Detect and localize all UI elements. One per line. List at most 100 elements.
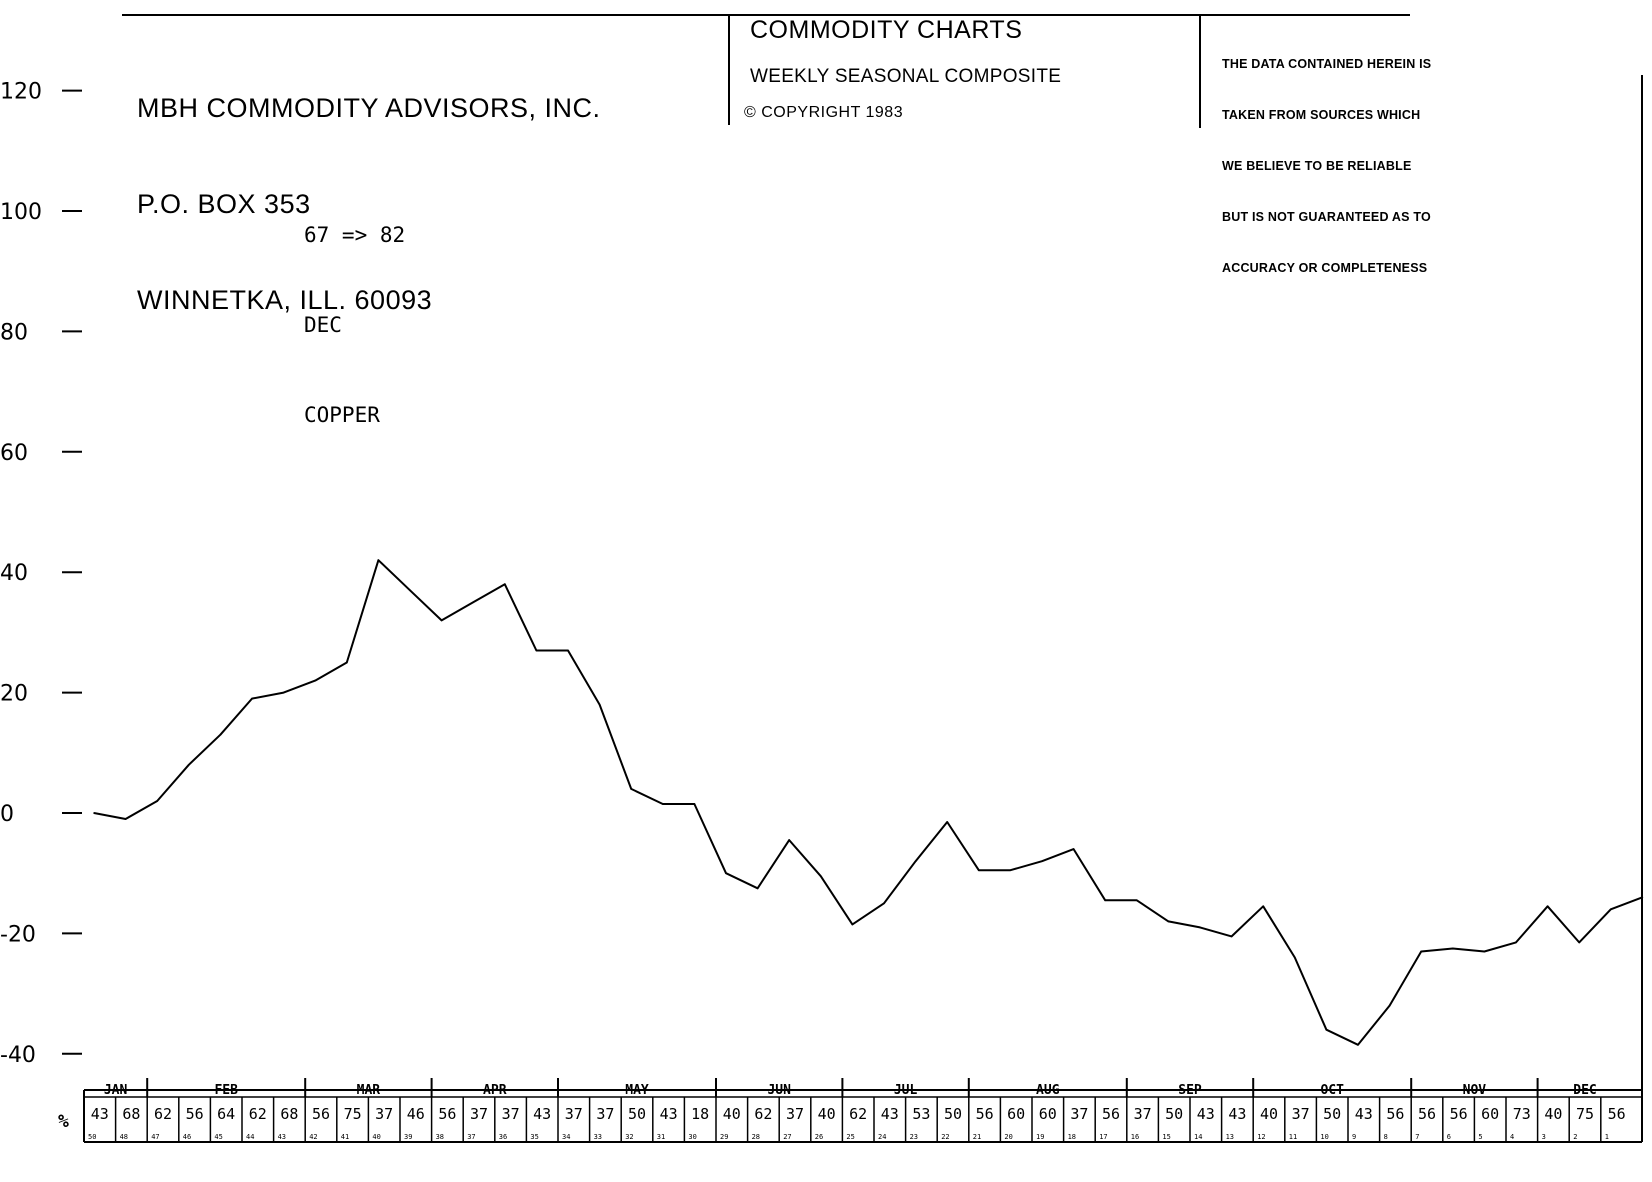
percent-cell: 43 [881, 1105, 899, 1123]
data-point [1230, 935, 1233, 938]
disclaimer: THE DATA CONTAINED HEREIN IS TAKEN FROM … [1222, 22, 1431, 294]
data-point [93, 812, 95, 814]
data-point [725, 872, 727, 874]
percent-cell: 56 [1418, 1105, 1436, 1123]
data-point [1641, 896, 1644, 899]
percent-cell: 37 [1292, 1105, 1310, 1123]
company-po-box: P.O. BOX 353 [137, 189, 311, 219]
week-number: 5 [1478, 1133, 1482, 1141]
week-number: 41 [341, 1133, 349, 1141]
disclaimer-line: WE BELIEVE TO BE RELIABLE [1222, 159, 1412, 173]
disclaimer-line: ACCURACY OR COMPLETENESS [1222, 261, 1428, 275]
y-tick-label: 100 [0, 200, 42, 225]
data-point [1578, 941, 1580, 944]
percent-cell: 50 [944, 1105, 962, 1123]
data-point [820, 875, 822, 877]
percent-cell: 68 [122, 1105, 140, 1123]
data-point [282, 691, 285, 694]
week-number: 9 [1352, 1133, 1356, 1141]
series-line [93, 559, 1643, 1046]
company-address: MBH COMMODITY ADVISORS, INC. P.O. BOX 35… [137, 28, 601, 348]
week-number: 33 [594, 1133, 602, 1141]
week-number: 25 [846, 1133, 854, 1141]
y-tick-label: 20 [0, 682, 28, 707]
data-point [756, 887, 759, 890]
data-point [567, 649, 569, 652]
y-tick-label: -40 [0, 1043, 36, 1068]
week-number: 19 [1036, 1133, 1044, 1141]
percent-cell: 43 [1355, 1105, 1373, 1123]
week-number: 34 [562, 1133, 570, 1141]
percent-cell: 46 [407, 1105, 425, 1123]
week-number: 50 [88, 1133, 96, 1141]
percent-cell: 43 [91, 1105, 109, 1123]
percent-cell: 37 [502, 1105, 520, 1123]
week-number: 8 [1384, 1133, 1388, 1141]
data-point [1388, 1004, 1391, 1007]
week-number: 47 [151, 1133, 159, 1141]
annotation-commodity: COPPER [304, 403, 380, 427]
week-number: 28 [752, 1133, 760, 1141]
week-number: 36 [499, 1133, 507, 1141]
week-number: 24 [878, 1133, 886, 1141]
data-point [377, 559, 380, 561]
week-number: 22 [941, 1133, 949, 1141]
y-tick-label: 0 [0, 802, 14, 827]
disclaimer-line: TAKEN FROM SOURCES WHICH [1222, 108, 1421, 122]
percent-cell: 50 [1323, 1105, 1341, 1123]
percent-cell: 43 [660, 1105, 678, 1123]
company-city: WINNETKA, ILL. 60093 [137, 285, 433, 315]
month-label: APR [483, 1083, 507, 1098]
percent-cell: 56 [976, 1105, 994, 1123]
month-label: JUL [894, 1083, 918, 1098]
data-point [1325, 1028, 1328, 1031]
data-point [598, 703, 601, 706]
percent-cell: 37 [565, 1105, 583, 1123]
week-number: 21 [973, 1133, 981, 1141]
data-point [1515, 941, 1517, 944]
data-point [1136, 899, 1138, 902]
percent-cell: 37 [375, 1105, 393, 1123]
week-number: 6 [1447, 1133, 1451, 1141]
data-point [1167, 920, 1170, 923]
chart-annotation: 67 => 82 DEC COPPER [304, 160, 405, 460]
percent-cell: 50 [1165, 1105, 1183, 1123]
chart-frame [122, 14, 1643, 1090]
data-point [693, 803, 696, 805]
percent-cell: 37 [470, 1105, 488, 1123]
disclaimer-line: BUT IS NOT GUARANTEED AS TO [1222, 210, 1431, 224]
data-point [314, 679, 317, 682]
week-number: 2 [1573, 1133, 1577, 1141]
data-point [788, 839, 790, 841]
percent-cell: 53 [912, 1105, 930, 1123]
data-point [914, 860, 917, 862]
percent-cell: 50 [628, 1105, 646, 1123]
week-number: 40 [372, 1133, 380, 1141]
data-point [1610, 908, 1612, 911]
percent-cell: 75 [1576, 1105, 1594, 1123]
week-number: 44 [246, 1133, 254, 1141]
week-number: 20 [1004, 1133, 1012, 1141]
week-number: 37 [467, 1133, 475, 1141]
data-point [1420, 950, 1422, 953]
y-tick-label: 60 [0, 441, 28, 466]
percent-cell: 56 [1386, 1105, 1404, 1123]
percent-cell: 62 [249, 1105, 267, 1123]
percent-cell: 64 [217, 1105, 235, 1123]
data-point [1041, 860, 1043, 862]
week-number: 46 [183, 1133, 191, 1141]
data-point [1199, 926, 1201, 929]
header-subtitle: WEEKLY SEASONAL COMPOSITE [750, 66, 1062, 87]
week-number: 35 [530, 1133, 538, 1141]
month-label: AUG [1036, 1083, 1060, 1098]
percent-cell: 37 [596, 1105, 614, 1123]
week-number: 14 [1194, 1133, 1202, 1141]
data-point [188, 764, 190, 766]
data-point [409, 589, 411, 592]
company-name: MBH COMMODITY ADVISORS, INC. [137, 93, 601, 123]
percent-cell: 40 [1544, 1105, 1562, 1123]
data-point [662, 803, 664, 805]
data-point [1072, 848, 1075, 850]
week-number: 42 [309, 1133, 317, 1141]
